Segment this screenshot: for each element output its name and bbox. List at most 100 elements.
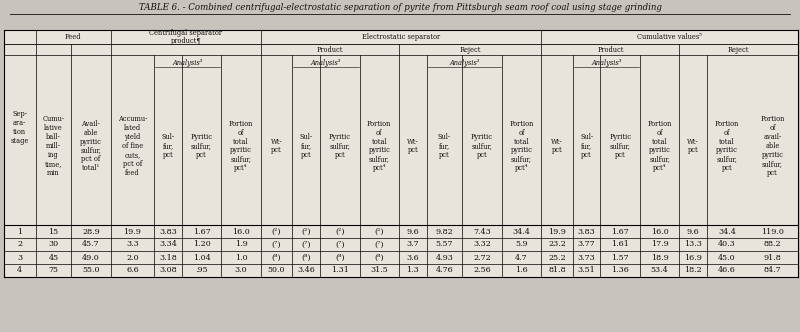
Text: 3.83: 3.83	[578, 227, 595, 235]
Text: 3.08: 3.08	[159, 267, 177, 275]
Text: 18.2: 18.2	[685, 267, 702, 275]
Text: 1.0: 1.0	[234, 254, 247, 262]
Text: Portion
of
total
pyritic
sulfur,
pct⁴: Portion of total pyritic sulfur, pct⁴	[510, 120, 534, 172]
Text: (⁸): (⁸)	[374, 254, 384, 262]
Text: 28.9: 28.9	[82, 227, 100, 235]
Text: 3.32: 3.32	[473, 240, 491, 248]
Text: 53.4: 53.4	[651, 267, 669, 275]
Text: 1.3: 1.3	[406, 267, 419, 275]
Text: Pyritic
sulfur,
pct: Pyritic sulfur, pct	[190, 133, 213, 159]
Text: Portion
of
total
pyritic
sulfur,
pct⁴: Portion of total pyritic sulfur, pct⁴	[647, 120, 672, 172]
Text: Accumu-
lated
yield
of fine
cuts,
pct of
feed: Accumu- lated yield of fine cuts, pct of…	[118, 115, 147, 177]
Text: 75: 75	[48, 267, 58, 275]
Text: 1.04: 1.04	[193, 254, 210, 262]
Text: 4.7: 4.7	[515, 254, 528, 262]
Text: 3.34: 3.34	[159, 240, 177, 248]
Text: Sul-
fur,
pct: Sul- fur, pct	[162, 133, 174, 159]
Text: 3.73: 3.73	[578, 254, 595, 262]
Text: (²): (²)	[374, 227, 384, 235]
Text: 1.36: 1.36	[611, 267, 629, 275]
Text: Pyritic
sulfur,
pct: Pyritic sulfur, pct	[610, 133, 631, 159]
Text: Centrifugal separator
product¶: Centrifugal separator product¶	[150, 29, 222, 45]
Text: 9.82: 9.82	[435, 227, 454, 235]
Text: 3.46: 3.46	[298, 267, 315, 275]
Text: Sul-
fur,
pct: Sul- fur, pct	[580, 133, 594, 159]
Text: 3: 3	[18, 254, 22, 262]
Text: Wt-
pct: Wt- pct	[551, 137, 563, 154]
Text: 3.0: 3.0	[234, 267, 247, 275]
Text: 3.3: 3.3	[126, 240, 138, 248]
Text: 1.6: 1.6	[515, 267, 528, 275]
Text: 5.57: 5.57	[436, 240, 454, 248]
Text: 7.43: 7.43	[473, 227, 491, 235]
Text: 49.0: 49.0	[82, 254, 100, 262]
Text: 3.77: 3.77	[578, 240, 595, 248]
Text: 1.67: 1.67	[611, 227, 629, 235]
Text: 1.31: 1.31	[331, 267, 349, 275]
Text: 31.5: 31.5	[370, 267, 388, 275]
Text: 46.6: 46.6	[718, 267, 736, 275]
Text: Portion
of
avail-
able
pyritic
sulfur,
pct: Portion of avail- able pyritic sulfur, p…	[760, 115, 785, 177]
Text: 34.4: 34.4	[513, 227, 530, 235]
Text: 17.9: 17.9	[651, 240, 669, 248]
Text: 3.7: 3.7	[406, 240, 419, 248]
Text: 16.9: 16.9	[684, 254, 702, 262]
Text: 1.67: 1.67	[193, 227, 210, 235]
Text: 2: 2	[18, 240, 22, 248]
Text: Analysis³: Analysis³	[449, 59, 479, 67]
Text: 30: 30	[48, 240, 58, 248]
Text: 9.6: 9.6	[687, 227, 700, 235]
Bar	[4, 30, 798, 277]
Text: Wt-
pct: Wt- pct	[407, 137, 418, 154]
Text: 88.2: 88.2	[763, 240, 781, 248]
Text: 9.6: 9.6	[406, 227, 419, 235]
Text: (⁷): (⁷)	[302, 240, 311, 248]
Text: Analysis³: Analysis³	[310, 59, 341, 67]
Text: (²): (²)	[335, 227, 345, 235]
Text: .95: .95	[195, 267, 208, 275]
Text: 119.0: 119.0	[761, 227, 784, 235]
Text: Wt-
pct: Wt- pct	[687, 137, 699, 154]
Text: 3.6: 3.6	[406, 254, 419, 262]
Text: (²): (²)	[302, 227, 311, 235]
Text: (⁸): (⁸)	[272, 254, 282, 262]
Text: 1.61: 1.61	[611, 240, 629, 248]
Text: 40.3: 40.3	[718, 240, 736, 248]
Text: 4.76: 4.76	[435, 267, 454, 275]
Text: (⁷): (⁷)	[335, 240, 345, 248]
Text: 45: 45	[48, 254, 58, 262]
Text: (²): (²)	[272, 227, 282, 235]
Text: Analysis³: Analysis³	[173, 59, 203, 67]
Text: 16.0: 16.0	[651, 227, 669, 235]
Text: Reject: Reject	[459, 45, 481, 53]
Text: Analysis³: Analysis³	[591, 59, 622, 67]
Text: 3.18: 3.18	[159, 254, 177, 262]
Text: 15: 15	[48, 227, 58, 235]
Text: 4.93: 4.93	[435, 254, 454, 262]
Text: 3.51: 3.51	[578, 267, 595, 275]
Text: 84.7: 84.7	[763, 267, 781, 275]
Text: Portion
of
total
pyritic
sulfur,
pct: Portion of total pyritic sulfur, pct	[714, 120, 739, 172]
Text: Feed: Feed	[65, 33, 82, 41]
Text: Portion
of
total
pyritic
sulfur,
pct⁴: Portion of total pyritic sulfur, pct⁴	[367, 120, 391, 172]
Text: 91.8: 91.8	[763, 254, 781, 262]
Text: Portion
of
total
pyritic
sulfur,
pct⁴: Portion of total pyritic sulfur, pct⁴	[229, 120, 254, 172]
Text: 2.0: 2.0	[126, 254, 138, 262]
Text: 1.57: 1.57	[611, 254, 629, 262]
Text: 3.83: 3.83	[159, 227, 177, 235]
Text: 2.56: 2.56	[473, 267, 491, 275]
Text: 4: 4	[18, 267, 22, 275]
Text: Sep-
ara-
tion
stage: Sep- ara- tion stage	[10, 110, 29, 145]
Text: (⁷): (⁷)	[374, 240, 384, 248]
Text: 55.0: 55.0	[82, 267, 100, 275]
Text: 19.9: 19.9	[123, 227, 142, 235]
Text: Cumulative values⁵: Cumulative values⁵	[637, 33, 702, 41]
Text: 6.6: 6.6	[126, 267, 138, 275]
Text: Reject: Reject	[728, 45, 750, 53]
Text: 81.8: 81.8	[548, 267, 566, 275]
Text: Pyritic
sulfur,
pct: Pyritic sulfur, pct	[329, 133, 350, 159]
Text: 5.9: 5.9	[515, 240, 528, 248]
Text: 13.3: 13.3	[684, 240, 702, 248]
Text: Sul-
fur,
pct: Sul- fur, pct	[438, 133, 451, 159]
Text: Sul-
fur,
pct: Sul- fur, pct	[300, 133, 313, 159]
